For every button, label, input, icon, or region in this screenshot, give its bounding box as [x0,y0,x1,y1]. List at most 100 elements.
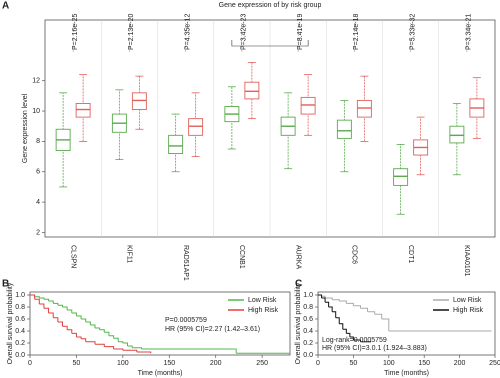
x-axis-label: Time (months) [138,370,183,377]
p-value-label: P=3.34e-21 [466,14,473,50]
box [356,99,372,118]
box [449,125,465,144]
legend-label: Low Risk [248,297,277,304]
bracket [231,40,309,47]
panel-label: C [295,279,302,290]
survival-step [95,343,105,347]
survival-step [118,341,124,343]
legend-label: High Risk [248,307,278,314]
survival-step [353,339,361,342]
x-tick-label: 200 [454,360,466,367]
survival-step [342,328,347,334]
x-tick-label: AURKA [294,245,301,269]
survival-step [367,311,376,315]
x-tick-label: 150 [163,360,175,367]
y-tick-label: 1.0 [303,292,313,299]
survival-step [122,349,138,352]
y-tick-label: 0.6 [15,316,25,323]
y-tick-label: 8 [36,138,40,145]
p-value-label: P=2.13e-20 [128,14,135,50]
survival-step [48,300,54,304]
y-tick-label: 6 [36,169,40,176]
plot-frame [29,291,291,356]
x-axis-label: Time (months) [384,370,429,377]
box [300,96,316,115]
p-value-label: P=4.35e-12 [184,14,191,50]
survival-step [332,311,337,318]
y-tick-label: 0.8 [15,304,25,311]
legend-label: High Risk [453,307,483,314]
survival-step [353,305,361,309]
annotation: HR (95% CI)=3.0.1 (1.924–3.883) [322,345,427,352]
survival-step [132,347,142,349]
y-tick-label: 0.8 [303,304,313,311]
y-tick-label: 1.0 [15,292,25,299]
survival-step [328,306,333,312]
x-tick-label: 200 [210,360,222,367]
survival-step [81,338,87,342]
survival-step [85,341,96,345]
p-value-label: P=2.14e-18 [353,14,360,50]
survival-step [332,299,340,301]
survival-step [85,321,91,325]
y-tick-label: 12 [32,78,40,85]
box [131,92,147,110]
survival-step [127,345,133,348]
survival-step [53,317,59,322]
survival-step [346,302,354,306]
survival-step [318,294,323,298]
annotation: Log-rank=0.0005759 [322,337,387,344]
survival-step [325,301,330,307]
survival-step [360,307,369,312]
box [188,118,204,136]
survival-step [95,327,101,330]
panel-label: A [2,1,9,12]
survival-step [34,298,40,304]
survival-step [104,346,115,349]
survival-step [113,337,119,342]
survival-step [113,348,124,351]
survival-step [325,297,333,300]
survival-step [136,351,152,354]
survival-step [53,302,59,306]
x-tick-label: CDC6 [351,245,358,264]
x-tick-label: 250 [256,360,268,367]
survival-step [346,332,351,337]
x-tick-label: 0 [28,360,32,367]
survival-step [90,324,96,328]
panel-label: B [2,279,9,290]
y-tick-label: 0.0 [303,352,313,359]
x-tick-label: 50 [73,360,81,367]
x-tick-label: 150 [418,360,430,367]
survival-step [62,325,68,330]
survival-step [349,336,354,340]
x-tick-label: CCNB1 [238,245,245,269]
box [168,134,184,154]
p-value-label: P=5.33e-32 [409,14,416,50]
y-tick-label: 10 [32,108,40,115]
survival-step [234,348,237,354]
x-tick-label: KIAA0101 [463,245,470,277]
survival-step [62,306,68,310]
x-tick-label: 0 [316,360,320,367]
x-tick-label: 100 [117,360,129,367]
x-tick-label: 100 [383,360,395,367]
x-tick-label: RAD51AP1 [182,245,189,281]
survival-step [381,318,390,331]
annotation: HR (95% CI)=2.27 (1.42–3.61) [165,326,260,333]
p-value-label: P=8.41e-19 [297,14,304,50]
survival-step [67,329,73,334]
y-axis-label: Gene expression level [22,93,29,163]
box [393,168,409,186]
x-tick-label: CDT1 [407,245,414,263]
survival-step [39,303,45,309]
survival-step [122,342,128,346]
y-tick-label: 0.4 [15,328,25,335]
x-tick-label: KIF11 [126,245,133,263]
survival-step [71,332,77,337]
annotation: P=0.0005759 [165,317,207,324]
survival-step [43,307,50,313]
survival-step [76,336,82,339]
y-tick-label: 0.2 [15,340,25,347]
